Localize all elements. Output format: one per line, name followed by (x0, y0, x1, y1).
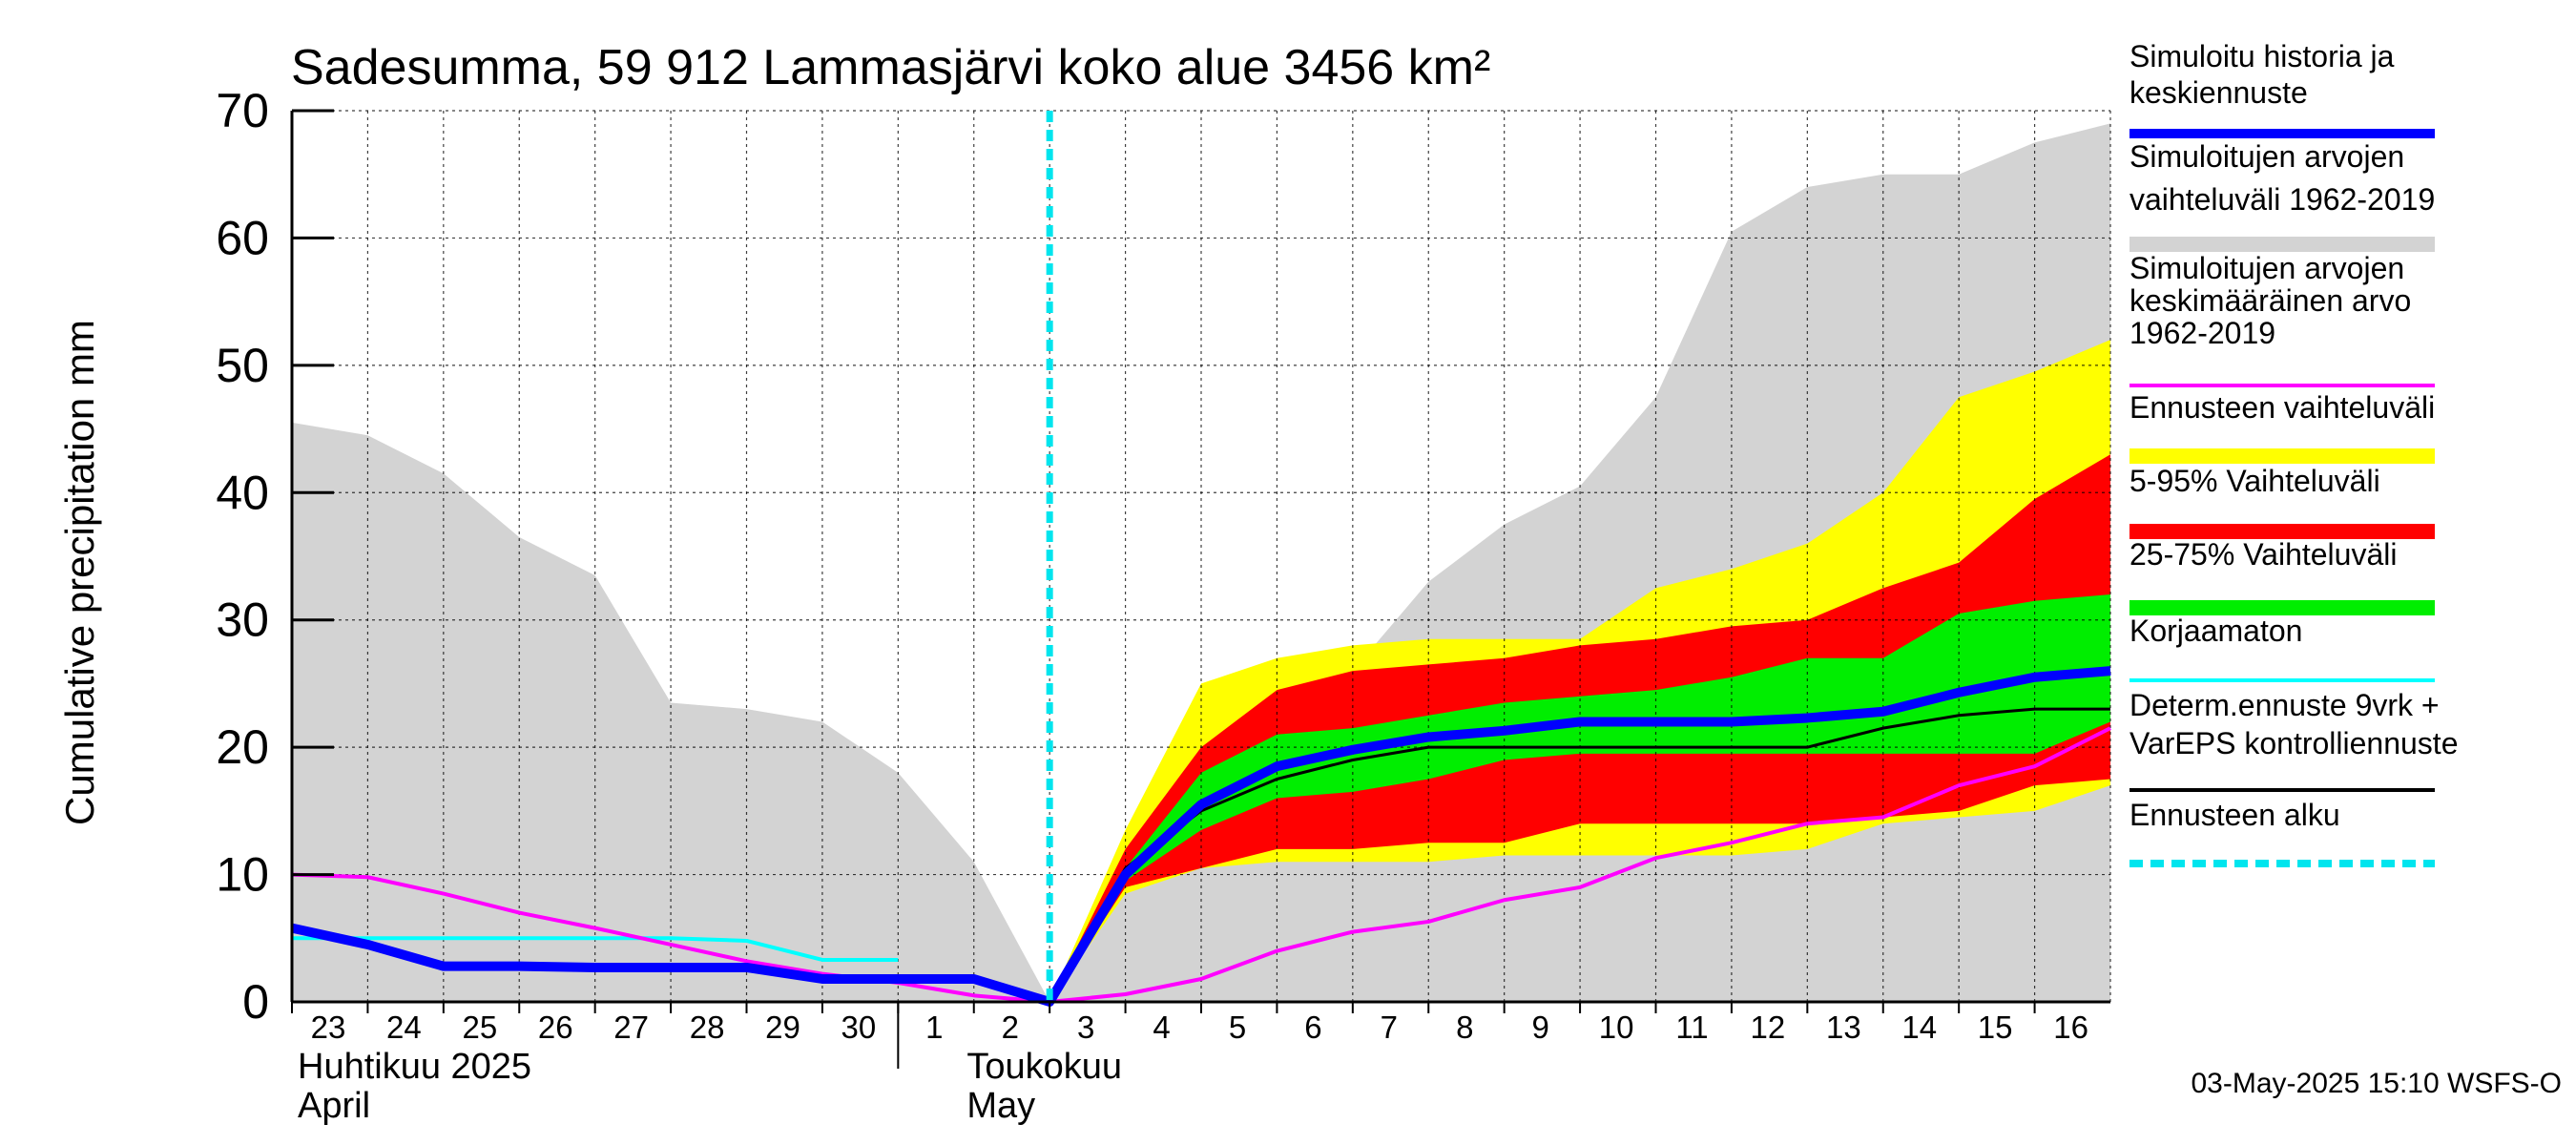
x-tick-label: 28 (690, 1010, 725, 1045)
x-tick-label: 7 (1381, 1010, 1398, 1045)
legend-label-7: Korjaamaton (2129, 614, 2302, 648)
x-tick-label: 25 (462, 1010, 497, 1045)
x-tick-label: 16 (2053, 1010, 2088, 1045)
legend-swatch-2 (2129, 237, 2435, 252)
footer-timestamp: 03-May-2025 15:10 WSFS-O (2192, 1068, 2563, 1099)
legend-label-8: Determ.ennuste 9vrk + (2129, 688, 2440, 722)
legend-swatch-5 (2129, 524, 2435, 539)
line-series-0 (292, 936, 899, 962)
x-tick-label: 29 (765, 1010, 800, 1045)
x-tick-label: 27 (613, 1010, 649, 1045)
y-tick-label: 40 (216, 466, 269, 519)
line-series-2 (291, 726, 2111, 1004)
line-series-3 (290, 666, 2111, 1007)
x-tick-label: 9 (1531, 1010, 1548, 1045)
y-tick-label: 50 (216, 339, 269, 392)
legend-label-1: Simuloitu historia ja (2129, 39, 2395, 73)
legend-label-3: keskimääräinen arvo (2129, 283, 2411, 318)
x-tick-label: 23 (311, 1010, 346, 1045)
legend-swatch-4 (2129, 448, 2435, 464)
x-tick-label: 12 (1751, 1010, 1786, 1045)
x-tick-label: 11 (1675, 1010, 1708, 1045)
x-tick-label: 3 (1077, 1010, 1094, 1045)
legend-label-9: Ennusteen alku (2129, 798, 2340, 832)
y-tick-label: 30 (216, 593, 269, 647)
x-tick-label: 24 (386, 1010, 422, 1045)
x-tick-label: 1 (925, 1010, 943, 1045)
month-label-1: Huhtikuu 2025 (298, 1047, 531, 1087)
y-tick-label: 0 (242, 975, 269, 1029)
legend-swatch-6 (2129, 600, 2435, 615)
legend-label-6: 25-75% Vaihteluväli (2129, 537, 2397, 572)
month-label-en-2: May (966, 1086, 1035, 1126)
legend-label-8: VarEPS kontrolliennuste (2129, 726, 2458, 760)
x-tick-label: 30 (841, 1010, 877, 1045)
x-tick-label: 6 (1304, 1010, 1321, 1045)
x-tick-label: 10 (1599, 1010, 1634, 1045)
month-label-en-1: April (298, 1086, 370, 1126)
x-tick-label: 5 (1229, 1010, 1246, 1045)
legend-label-1: keskiennuste (2129, 75, 2308, 110)
band-series-3 (1049, 594, 2110, 1002)
legend-label-5: 5-95% Vaihteluväli (2129, 464, 2380, 498)
month-label-2: Toukokuu (966, 1047, 1122, 1087)
legend-label-4: Ennusteen vaihteluväli (2129, 390, 2435, 425)
chart-title: Sadesumma, 59 912 Lammasjärvi koko alue … (291, 40, 1490, 95)
y-tick-label: 60 (216, 211, 269, 264)
x-tick-label: 15 (1978, 1010, 2013, 1045)
line-series-1 (1048, 707, 2110, 1003)
legend-label-2: Simuloitujen arvojen (2129, 139, 2404, 174)
x-tick-label: 14 (1901, 1010, 1937, 1045)
y-axis-label: Cumulative precipitation mm (57, 320, 102, 825)
x-tick-label: 26 (538, 1010, 573, 1045)
legend-label-3: 1962-2019 (2129, 316, 2275, 350)
y-tick-label: 70 (216, 84, 269, 137)
legend-label-2: vaihteluväli 1962-2019 (2129, 182, 2435, 217)
y-tick-label: 10 (216, 848, 269, 902)
legend-label-3: Simuloitujen arvojen (2129, 251, 2404, 285)
x-tick-label: 4 (1153, 1010, 1170, 1045)
x-tick-label: 8 (1456, 1010, 1473, 1045)
x-tick-label: 2 (1002, 1010, 1019, 1045)
x-tick-label: 13 (1826, 1010, 1861, 1045)
y-tick-label: 20 (216, 720, 269, 774)
